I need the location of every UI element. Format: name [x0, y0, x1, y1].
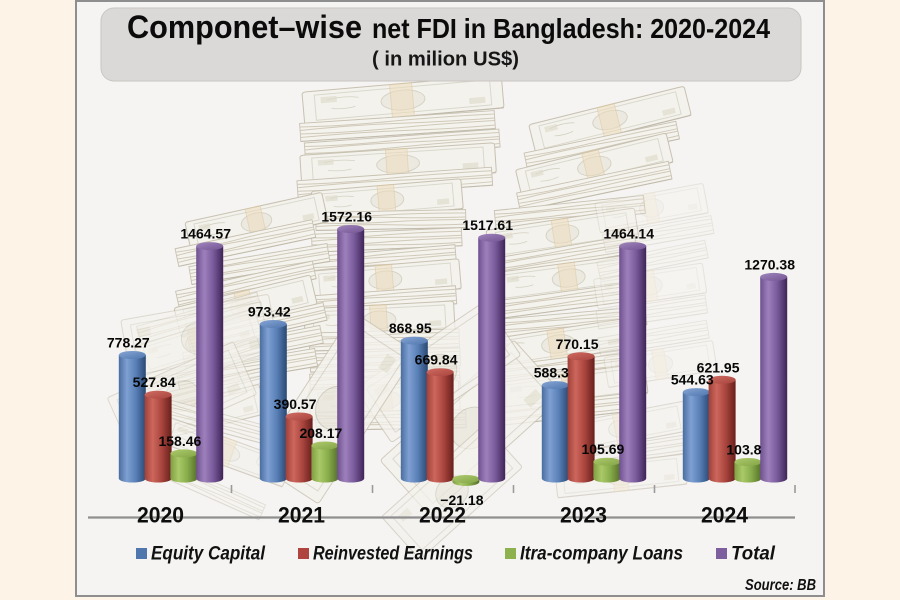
svg-text:Total: Total: [731, 544, 776, 565]
svg-text:669.84: 669.84: [415, 352, 458, 368]
svg-text:868.95: 868.95: [389, 320, 432, 336]
svg-text:158.46: 158.46: [158, 433, 201, 449]
svg-text:778.27: 778.27: [107, 335, 150, 351]
svg-text:Source: BB: Source: BB: [745, 577, 816, 594]
svg-text:544.63: 544.63: [671, 372, 714, 388]
svg-text:1464.57: 1464.57: [180, 226, 231, 242]
svg-text:1572.16: 1572.16: [321, 209, 372, 225]
svg-text:net FDI in Bangladesh: 2020-20: net FDI in Bangladesh: 2020-2024: [372, 13, 771, 44]
svg-text:2024: 2024: [701, 503, 749, 528]
svg-text:( in milion US$): ( in milion US$): [372, 49, 519, 71]
svg-text:208.17: 208.17: [299, 425, 342, 441]
svg-text:588.3: 588.3: [534, 365, 569, 381]
svg-text:390.57: 390.57: [274, 396, 317, 412]
svg-text:1464.14: 1464.14: [603, 226, 654, 242]
svg-text:770.15: 770.15: [556, 336, 599, 352]
svg-text:1517.61: 1517.61: [462, 217, 513, 233]
svg-text:621.95: 621.95: [697, 359, 740, 375]
svg-text:1270.38: 1270.38: [744, 256, 795, 272]
svg-text:Componet–wise: Componet–wise: [127, 9, 362, 45]
svg-text:527.84: 527.84: [133, 374, 176, 390]
svg-text:Reinvested Earnings: Reinvested Earnings: [313, 544, 473, 565]
svg-text:973.42: 973.42: [248, 304, 291, 320]
svg-text:Equity Capital: Equity Capital: [151, 544, 266, 565]
svg-text:2022: 2022: [419, 503, 466, 528]
svg-text:103.8: 103.8: [726, 442, 761, 458]
svg-text:105.69: 105.69: [581, 441, 624, 457]
svg-text:2020: 2020: [137, 503, 184, 528]
svg-text:−21.18: −21.18: [440, 492, 483, 508]
svg-text:2021: 2021: [278, 503, 325, 528]
svg-text:Itra-company Loans: Itra-company Loans: [520, 544, 683, 565]
svg-text:2023: 2023: [560, 503, 607, 528]
